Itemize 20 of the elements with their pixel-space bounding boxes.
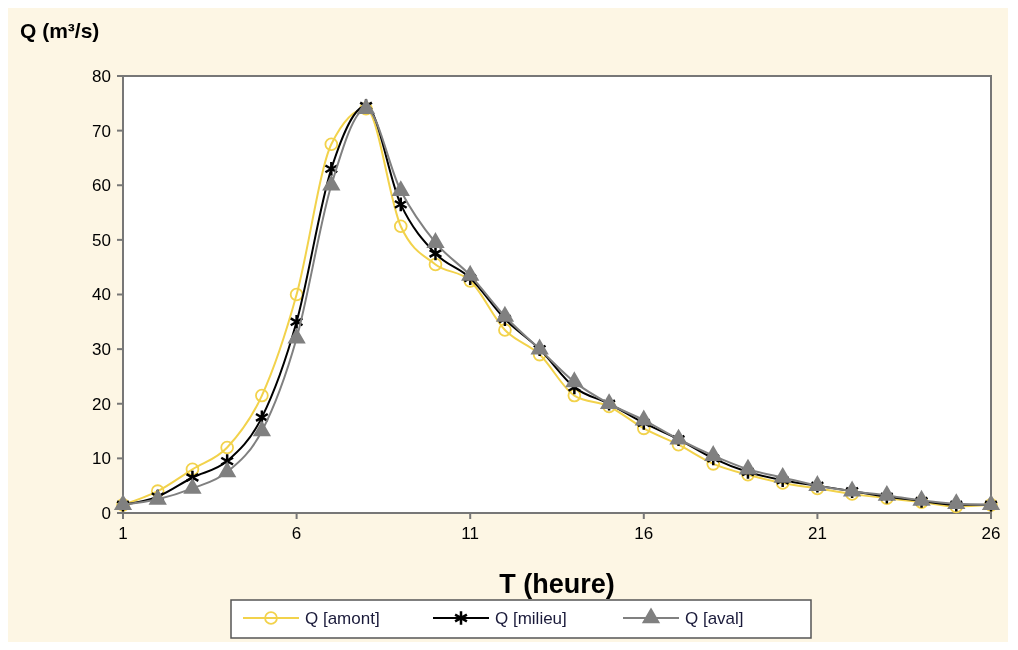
- y-tick-label: 10: [92, 449, 111, 469]
- y-tick-label: 30: [92, 340, 111, 360]
- x-tick-label: 11: [461, 524, 480, 543]
- legend-label: Q [milieu]: [495, 608, 567, 628]
- x-tick-label: 26: [981, 524, 1001, 543]
- y-tick-label: 80: [92, 66, 111, 86]
- y-tick-label: 70: [92, 121, 111, 141]
- y-tick-label: 20: [92, 394, 111, 414]
- y-tick-label: 50: [92, 230, 111, 250]
- x-tick-label: 6: [291, 524, 302, 543]
- y-tick-label: 40: [92, 285, 111, 305]
- x-tick-label: 16: [634, 524, 654, 543]
- y-axis-title: Q (m³/s): [20, 19, 100, 42]
- y-tick-label: 0: [101, 503, 111, 523]
- x-axis-title: T (heure): [499, 569, 615, 599]
- x-tick-label: 21: [807, 524, 827, 543]
- x-tick-label: 1: [118, 524, 128, 543]
- y-tick-label: 60: [92, 176, 111, 196]
- legend-label: Q [amont]: [305, 608, 380, 628]
- legend-label: Q [aval]: [685, 608, 744, 628]
